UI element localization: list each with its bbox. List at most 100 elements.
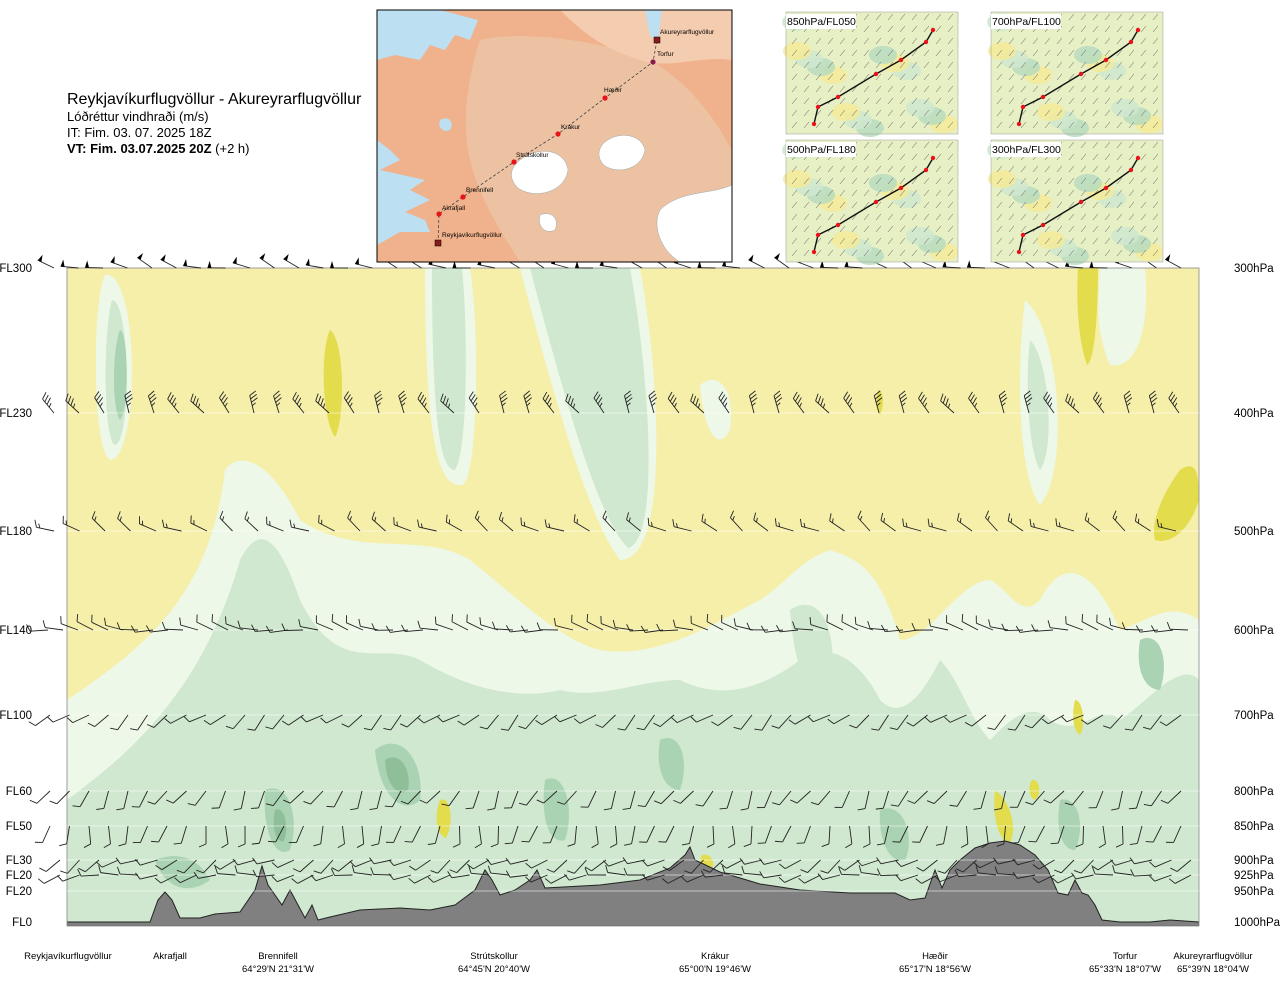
inset-barb [1140, 97, 1147, 105]
wind-barb [1054, 859, 1075, 874]
map-label: Krákur [561, 124, 581, 131]
wind-barb [1071, 872, 1094, 880]
inset-barb [935, 249, 942, 257]
wind-barb [77, 869, 100, 877]
inset-barb [1128, 141, 1135, 149]
inset-barb [899, 61, 906, 69]
wind-barb [871, 714, 889, 731]
inset-barb [1020, 73, 1027, 81]
inset-barb [1116, 61, 1123, 69]
inset-barb [1056, 61, 1063, 69]
inset-barb [911, 109, 918, 117]
inset-barb [863, 201, 870, 209]
wind-barb [987, 714, 1006, 730]
wind-barb [895, 859, 919, 867]
inset-barb [1140, 85, 1147, 93]
inset-barb [827, 165, 834, 173]
wind-barb [96, 859, 119, 868]
wind-barb [553, 617, 574, 631]
waypoint-label: Akureyrarflugvöllur [1173, 951, 1252, 962]
map-point-akrafjall [436, 211, 442, 217]
wind-barb [973, 859, 997, 869]
wind-barb [374, 390, 383, 414]
inset-barb [1020, 249, 1027, 257]
inset-barb [923, 189, 930, 197]
inset-barb [815, 97, 822, 105]
inset-barb [1068, 165, 1075, 173]
inset-barb [839, 189, 846, 197]
inset-barb [1020, 85, 1027, 93]
inset-field-blob [783, 42, 811, 60]
inset-barb [1008, 225, 1015, 233]
wind-barb [960, 825, 969, 848]
wind-barb [445, 514, 463, 532]
inset-barb [899, 237, 906, 245]
wind-barb [1166, 621, 1189, 631]
inset-barb [1008, 97, 1015, 105]
inset-barb [815, 165, 822, 173]
inset-barb [935, 73, 942, 81]
inset-barb [923, 225, 930, 233]
wind-barb [829, 513, 845, 532]
wind-barb [985, 510, 998, 532]
wind-barb [799, 518, 820, 532]
inset-barb [911, 13, 918, 21]
inset-barb [911, 97, 918, 105]
wind-barb [1047, 620, 1069, 631]
inset-barb [863, 189, 870, 197]
inset-barb [1068, 13, 1075, 21]
wind-barb [363, 714, 382, 731]
inset-barb [911, 249, 918, 257]
wind-barb [1143, 790, 1162, 807]
map-point-akureyri [653, 36, 661, 44]
wind-barb [214, 866, 236, 876]
inset-barb [839, 201, 846, 209]
inset-barb [851, 61, 858, 69]
wind-barb [234, 865, 256, 876]
inset-barb [935, 37, 942, 45]
wind-barb [383, 714, 402, 731]
wind-barb [303, 790, 324, 805]
inset-barb [1140, 189, 1147, 197]
inset-barb [1140, 49, 1147, 57]
inset-barb [1104, 249, 1111, 257]
wind-barb [557, 790, 577, 805]
wind-barb [96, 790, 109, 810]
wind-barb [843, 391, 855, 414]
inset-barb [996, 85, 1003, 93]
inset-barb [1116, 153, 1123, 161]
wind-barb [838, 867, 860, 876]
wind-barb [225, 616, 244, 631]
wind-barb [198, 825, 207, 848]
wind-barb [103, 825, 111, 849]
inset-barb [827, 109, 834, 117]
inset-barb [947, 61, 954, 69]
wind-barb [730, 510, 743, 532]
wind-barb [1110, 859, 1133, 866]
inset-barb [1128, 225, 1135, 233]
inset-barb [803, 121, 810, 129]
wind-barb [183, 714, 207, 723]
inset-barb [863, 153, 870, 161]
waypoint-label: Brennifell [258, 951, 298, 962]
inset-barb [1068, 121, 1075, 129]
map-point-torfur [650, 59, 656, 65]
inset-route-point [1135, 155, 1141, 161]
inset-barb [791, 49, 798, 57]
inset-barb [1104, 61, 1111, 69]
inset-barb [791, 201, 798, 209]
left-axis-label: FL100 [0, 710, 32, 722]
wind-barb [612, 619, 634, 631]
inset-barb [1080, 249, 1087, 257]
inset-barb [935, 201, 942, 209]
wind-barb [500, 714, 519, 731]
inset-barb [839, 61, 846, 69]
inset-barb [1056, 97, 1063, 105]
wind-barb [973, 790, 987, 810]
wind-barb [1031, 624, 1054, 632]
wind-barb [116, 790, 129, 811]
wind-barb [1012, 858, 1036, 866]
inset-barb [1008, 177, 1015, 185]
wind-barb [221, 825, 229, 849]
inset-field-blob [1037, 103, 1065, 121]
